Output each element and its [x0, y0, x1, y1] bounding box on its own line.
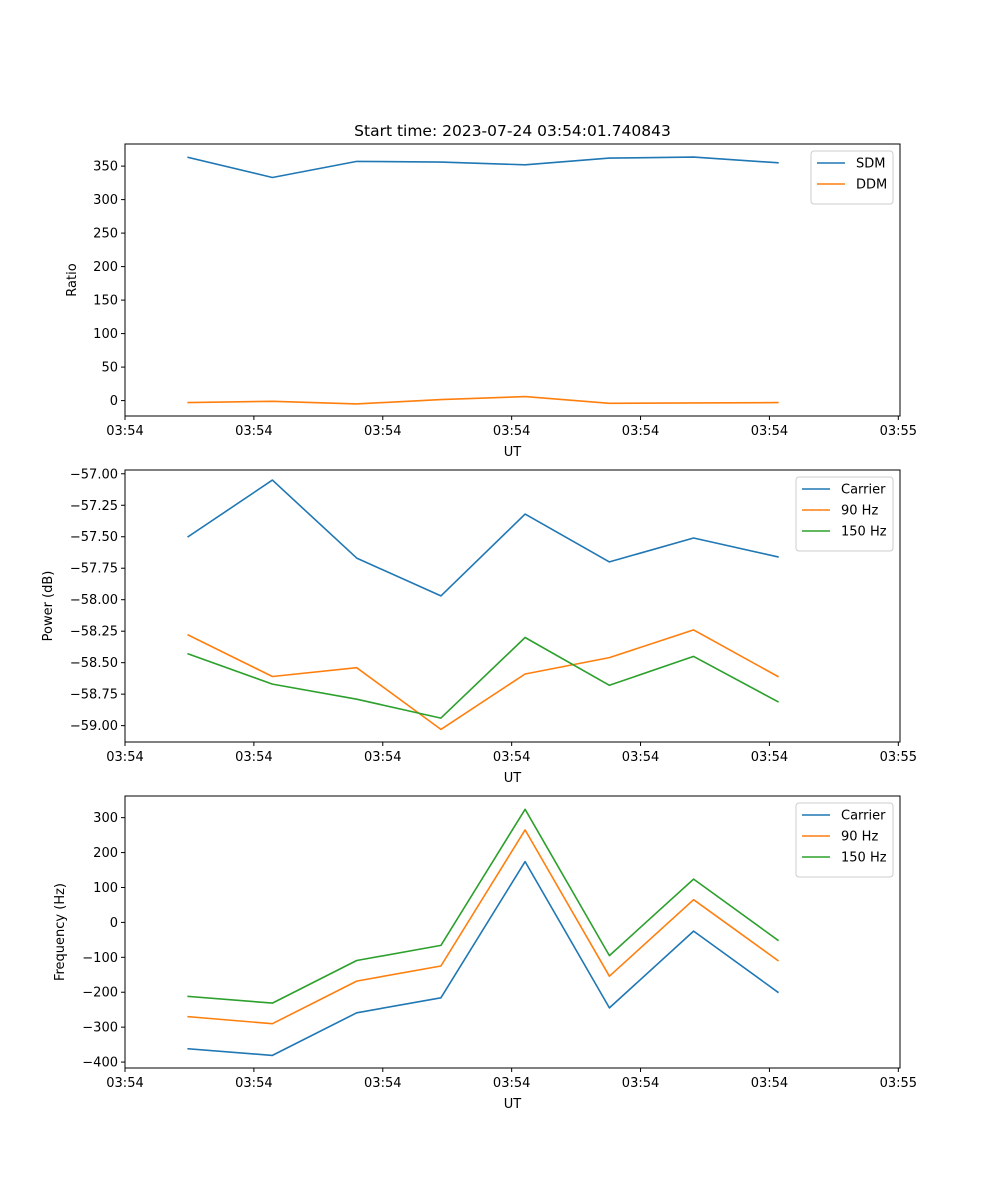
axes-frame-3: [124, 795, 901, 1069]
y-tick-label: −200: [82, 986, 118, 1001]
y-tick-label: −57.25: [70, 499, 118, 514]
y-tick-label: −58.50: [70, 656, 118, 671]
series-line-ddm: [187, 395, 779, 405]
series-line-sdm: [187, 156, 779, 179]
legend-label: 150 Hz: [841, 851, 887, 866]
series-line-90-hz: [187, 829, 780, 1025]
y-tick-label: 0: [110, 394, 118, 409]
y-tick-label: 100: [93, 327, 118, 342]
x-tick-label: 03:54: [622, 1076, 659, 1091]
x-tick-label: 03:55: [880, 750, 917, 765]
legend-label: Carrier: [841, 809, 886, 824]
axes-frame-2: [124, 469, 901, 743]
y-tick-label: −57.75: [70, 562, 118, 577]
legend-label: 90 Hz: [841, 504, 878, 519]
y-tick-label: −59.00: [70, 719, 118, 734]
y-tick-label: 200: [93, 260, 118, 275]
y-tick-label: −57.00: [70, 467, 118, 482]
legend-label: SDM: [856, 157, 885, 172]
x-tick-label: 03:54: [106, 1076, 143, 1091]
y-axis-label: Ratio: [65, 263, 80, 296]
y-tick-label: 300: [93, 811, 118, 826]
y-axis-label: Frequency (Hz): [53, 883, 68, 981]
x-tick-label: 03:54: [106, 750, 143, 765]
x-tick-label: 03:55: [880, 424, 917, 439]
y-tick-label: 250: [93, 227, 118, 242]
y-tick-label: −400: [82, 1056, 118, 1071]
legend-label: DDM: [856, 178, 887, 193]
y-tick-label: 200: [93, 846, 118, 861]
y-tick-label: 100: [93, 881, 118, 896]
legend-label: Carrier: [841, 483, 886, 498]
x-tick-label: 03:54: [493, 424, 530, 439]
y-tick-label: 350: [93, 160, 118, 175]
x-tick-label: 03:54: [364, 424, 401, 439]
x-tick-label: 03:55: [880, 1076, 917, 1091]
legend-box: [795, 802, 894, 878]
y-tick-label: −57.50: [70, 530, 118, 545]
x-tick-label: 03:54: [235, 424, 272, 439]
legend-label: 150 Hz: [841, 525, 887, 540]
x-axis-label: UT: [504, 1097, 522, 1112]
axes-frame-1: [124, 143, 901, 417]
x-tick-label: 03:54: [364, 1076, 401, 1091]
chart-title: Start time: 2023-07-24 03:54:01.740843: [354, 122, 671, 140]
x-tick-label: 03:54: [493, 1076, 530, 1091]
x-tick-label: 03:54: [751, 424, 788, 439]
x-tick-label: 03:54: [751, 750, 788, 765]
series-line-carrier: [187, 479, 779, 597]
y-tick-label: −58.25: [70, 625, 118, 640]
y-axis-label: Power (dB): [41, 571, 56, 642]
y-tick-label: 150: [93, 294, 118, 309]
series-line-150-hz: [187, 636, 779, 719]
y-tick-label: 0: [110, 916, 118, 931]
x-tick-label: 03:54: [493, 750, 530, 765]
x-axis-label: UT: [504, 771, 522, 786]
y-tick-label: −100: [82, 951, 118, 966]
y-tick-label: 50: [101, 361, 118, 376]
x-tick-label: 03:54: [364, 750, 401, 765]
x-tick-label: 03:54: [622, 424, 659, 439]
legend-box: [795, 476, 894, 552]
y-tick-label: 300: [93, 193, 118, 208]
series-line-90-hz: [187, 629, 779, 731]
series-line-150-hz: [187, 808, 780, 1004]
legend-box: [810, 150, 894, 205]
y-tick-label: −58.00: [70, 593, 118, 608]
x-tick-label: 03:54: [751, 1076, 788, 1091]
y-tick-label: −300: [82, 1021, 118, 1036]
series-line-carrier: [187, 860, 780, 1057]
x-axis-label: UT: [504, 445, 522, 460]
legend-label: 90 Hz: [841, 830, 878, 845]
x-tick-label: 03:54: [235, 750, 272, 765]
x-tick-label: 03:54: [235, 1076, 272, 1091]
y-tick-label: −58.75: [70, 688, 118, 703]
x-tick-label: 03:54: [622, 750, 659, 765]
x-tick-label: 03:54: [106, 424, 143, 439]
